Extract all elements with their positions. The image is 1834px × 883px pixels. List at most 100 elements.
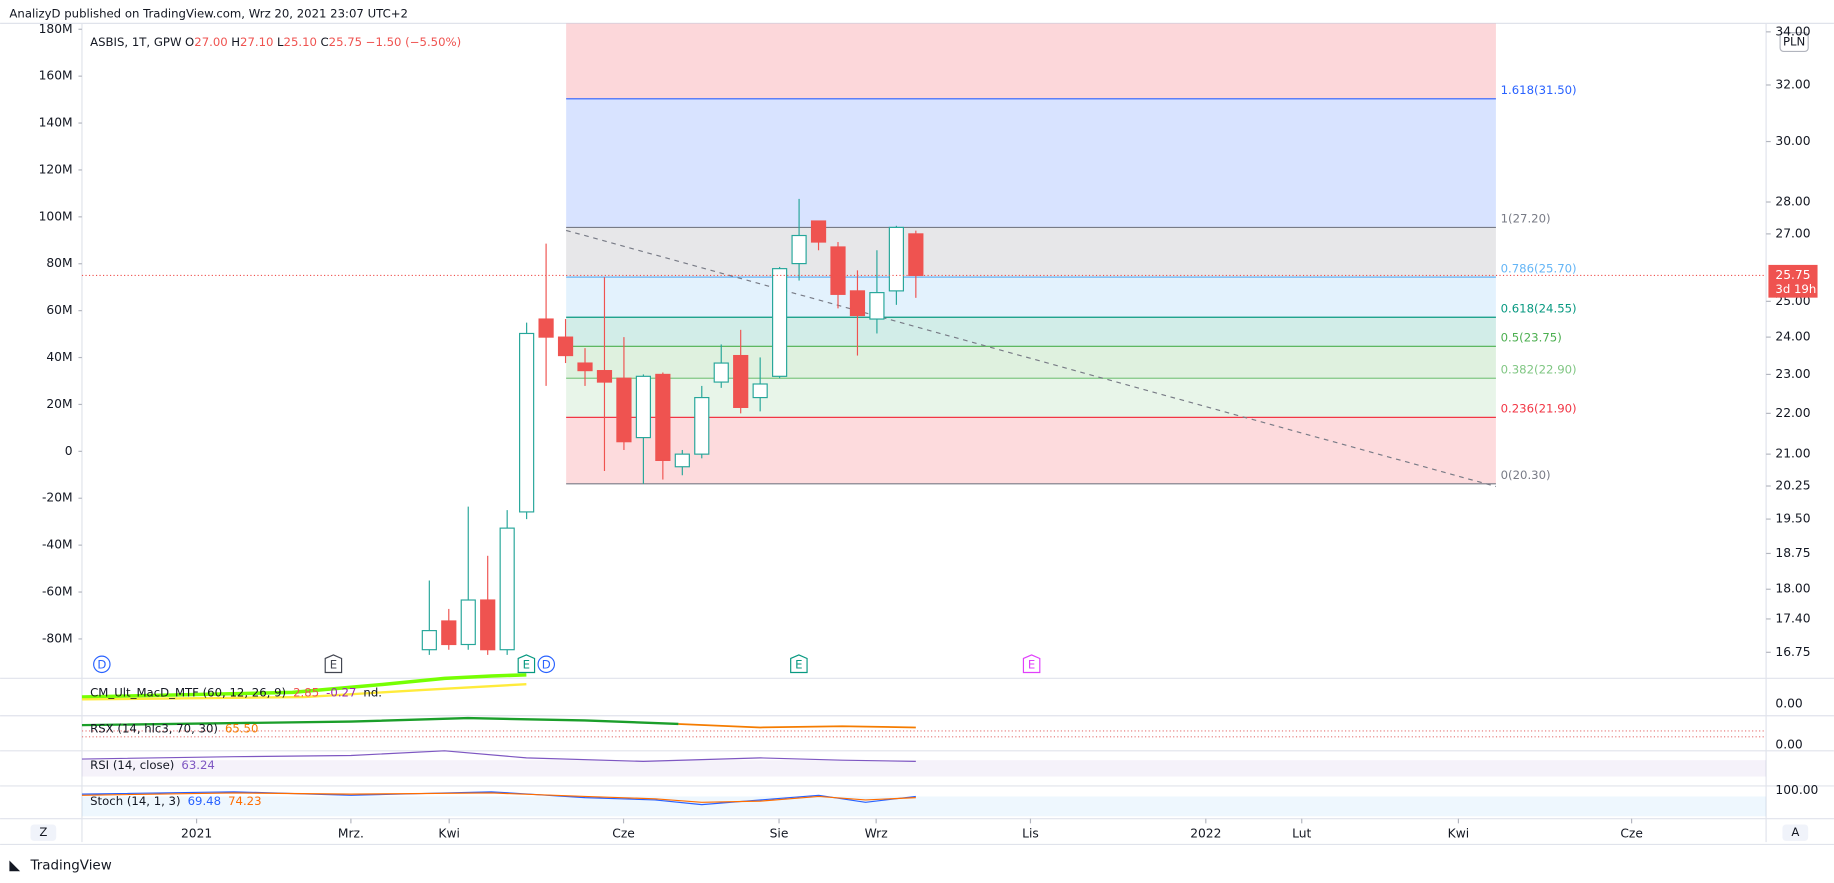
ohlc-value: 25.75 — [329, 35, 362, 49]
y2-tick-label: 40M — [46, 350, 72, 364]
event-badge — [93, 655, 111, 674]
rsi-line — [81, 750, 916, 762]
fib-zone — [566, 227, 1496, 278]
rsx-line — [81, 716, 679, 727]
candle-body — [577, 362, 593, 372]
indicator-reading: 65.50 — [225, 721, 258, 735]
candle-body — [713, 362, 729, 383]
candle-body — [752, 383, 768, 399]
y2-tick-label: 160M — [39, 69, 73, 83]
candle-body — [635, 375, 651, 439]
ohlc-value: 27.10 — [240, 35, 273, 49]
ohlc-key: H — [231, 35, 240, 49]
rsx-line — [678, 723, 916, 729]
candle-body — [869, 292, 885, 320]
candle-body — [519, 332, 535, 513]
candle-body — [499, 527, 515, 651]
y2-tick-label: 120M — [39, 162, 73, 176]
fib-label: 0.236(21.90) — [1501, 402, 1577, 416]
candle-body — [655, 373, 671, 462]
brand-logo: ◣ — [9, 857, 20, 873]
indicator-reading: 63.24 — [181, 757, 214, 771]
tz-button-bg[interactable] — [30, 824, 57, 841]
candle-body — [908, 233, 924, 277]
y2-tick-label: -20M — [42, 491, 73, 505]
indicator-name: CM_Ult_MacD_MTF (60, 12, 26, 9) — [90, 685, 286, 699]
event-label: E — [795, 657, 802, 671]
ohlc-value: 27.00 — [194, 35, 227, 49]
currency: PLN — [1783, 35, 1805, 49]
event-label: D — [542, 657, 551, 671]
candle-body — [694, 396, 710, 455]
candle-body — [772, 268, 788, 377]
tz-button[interactable]: Z — [39, 825, 47, 839]
publish-title: AnalizyD published on TradingView.com, W… — [9, 7, 408, 21]
candle-body — [421, 630, 437, 651]
candle-body — [849, 290, 866, 317]
y-tick-label: 18.75 — [1775, 546, 1810, 560]
candles — [421, 198, 924, 655]
y2-tick-label: 180M — [39, 22, 73, 36]
trend-line — [565, 229, 1497, 488]
event-badge — [517, 654, 536, 674]
indicator-name: RSI (14, close) — [90, 757, 174, 771]
auto-button[interactable]: A — [1791, 825, 1799, 839]
y-tick-label: 28.00 — [1775, 195, 1810, 209]
auto-button-bg[interactable] — [1782, 824, 1809, 841]
event-badge — [1022, 654, 1041, 674]
macd-line — [81, 673, 527, 699]
fib-label: 1(27.20) — [1501, 212, 1551, 226]
fib-label: 0.5(23.75) — [1501, 331, 1562, 345]
event-label: E — [1028, 657, 1035, 671]
y2-tick-label: -60M — [42, 585, 73, 599]
y-tick-label: 17.40 — [1775, 611, 1810, 625]
candle-body — [674, 453, 690, 468]
ohlc-key: L — [277, 35, 284, 49]
indicator-reading: 2.85 — [293, 685, 319, 699]
fib-label: 1.618(31.50) — [1501, 83, 1577, 97]
indicator-reading: 74.23 — [228, 794, 261, 808]
candle-body — [596, 370, 613, 383]
y2-tick-label: 100M — [39, 209, 73, 223]
fib-zone — [566, 98, 1496, 228]
event-badge — [324, 654, 343, 674]
fib-label: 0.382(22.90) — [1501, 363, 1577, 377]
event-label: E — [330, 657, 337, 671]
y2-tick-label: 0 — [65, 444, 73, 458]
y2-tick-label: 80M — [46, 256, 72, 270]
candle-body — [441, 620, 457, 646]
y2-tick-label: -80M — [42, 631, 73, 645]
y-tick-label: 27.00 — [1775, 226, 1810, 240]
y-tick-label: 24.00 — [1775, 330, 1810, 344]
brand: TradingView — [29, 858, 111, 873]
currency-box — [1779, 32, 1809, 53]
x-tick-label: Mrz. — [338, 826, 364, 840]
y-tick-label: 19.50 — [1775, 512, 1810, 526]
fib-zone — [566, 277, 1496, 318]
candle-body — [830, 246, 846, 295]
x-tick-label: 2022 — [1190, 826, 1221, 840]
indicator-name: Stoch (14, 1, 3) — [90, 794, 180, 808]
event-label: E — [523, 657, 530, 671]
indicator-legend: RSI (14, close) 63.24 — [90, 757, 215, 771]
event-badge — [537, 655, 556, 674]
fib-zone — [566, 23, 1496, 99]
symbol: ASBIS, 1T, GPW — [90, 35, 182, 49]
y-tick-label: 32.00 — [1775, 77, 1810, 91]
y-tick-label: 30.00 — [1775, 134, 1810, 148]
indicator-legend: Stoch (14, 1, 3) 69.48 74.23 — [90, 794, 261, 808]
indicator-reading: nd. — [363, 685, 382, 699]
ohlc-value: 25.10 — [284, 35, 317, 49]
price-tag-countdown: 3d 19h — [1775, 282, 1816, 296]
candle-body — [557, 336, 574, 357]
candle-body — [480, 599, 496, 651]
ohlc-key: C — [321, 35, 329, 49]
x-tick-label: Lut — [1292, 826, 1311, 840]
candle-body — [733, 354, 749, 408]
x-tick-label: 2021 — [181, 826, 212, 840]
candle-body — [616, 377, 632, 443]
fib-label: 0.786(25.70) — [1501, 261, 1577, 275]
indicator-reading: -0.27 — [326, 685, 356, 699]
